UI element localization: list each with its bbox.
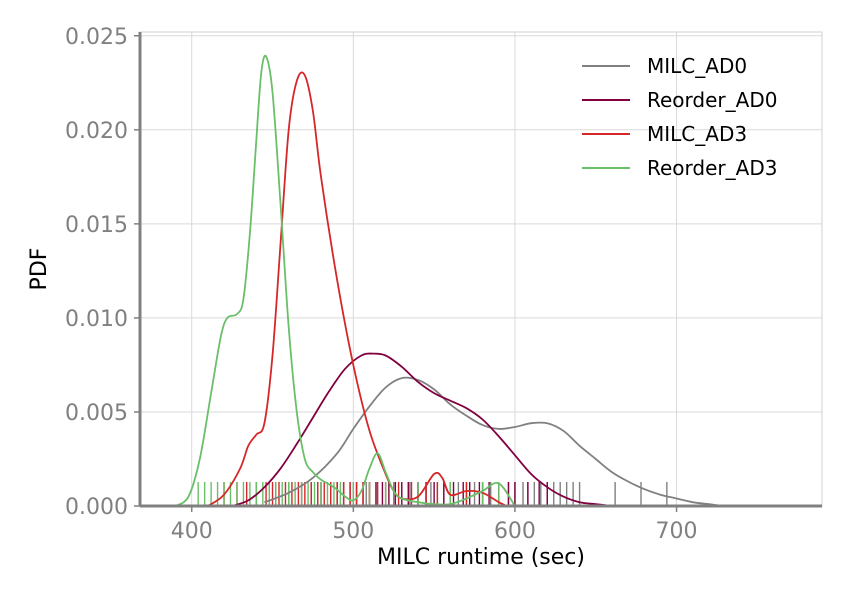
y-tick-label: 0.010 (65, 307, 128, 332)
x-axis-label: MILC runtime (sec) (377, 545, 585, 570)
rug-marks (197, 482, 668, 506)
axes (138, 31, 823, 508)
x-tick-label: 500 (332, 519, 374, 544)
legend-label: Reorder_AD3 (647, 156, 777, 180)
x-tick-label: 700 (656, 519, 698, 544)
legend-label: Reorder_AD0 (647, 88, 777, 112)
legend-item: Reorder_AD3 (582, 156, 777, 180)
density-curve-milc-ad3 (207, 71, 508, 507)
density-curves (175, 54, 750, 507)
x-tick-label: 400 (171, 519, 213, 544)
legend-item: MILC_AD3 (582, 122, 747, 146)
y-tick-label: 0.000 (65, 495, 128, 520)
y-ticks: 0.000 0.005 0.010 0.015 0.020 0.025 (65, 25, 140, 520)
density-curve-reorder-ad0 (231, 352, 612, 507)
y-tick-label: 0.005 (65, 401, 128, 426)
x-tick-label: 600 (494, 519, 536, 544)
legend-label: MILC_AD0 (647, 54, 747, 78)
y-axis-label: PDF (27, 248, 52, 291)
legend-label: MILC_AD3 (647, 122, 747, 146)
legend-item: MILC_AD0 (582, 54, 747, 78)
y-tick-label: 0.020 (65, 119, 128, 144)
y-tick-label: 0.015 (65, 213, 128, 238)
density-curve-reorder-ad3 (175, 54, 516, 507)
x-ticks: 400 500 600 700 (171, 506, 698, 544)
y-tick-label: 0.025 (65, 25, 128, 50)
legend-item: Reorder_AD0 (582, 88, 777, 112)
legend: MILC_AD0 Reorder_AD0 MILC_AD3 Reorder_AD3 (582, 54, 777, 180)
